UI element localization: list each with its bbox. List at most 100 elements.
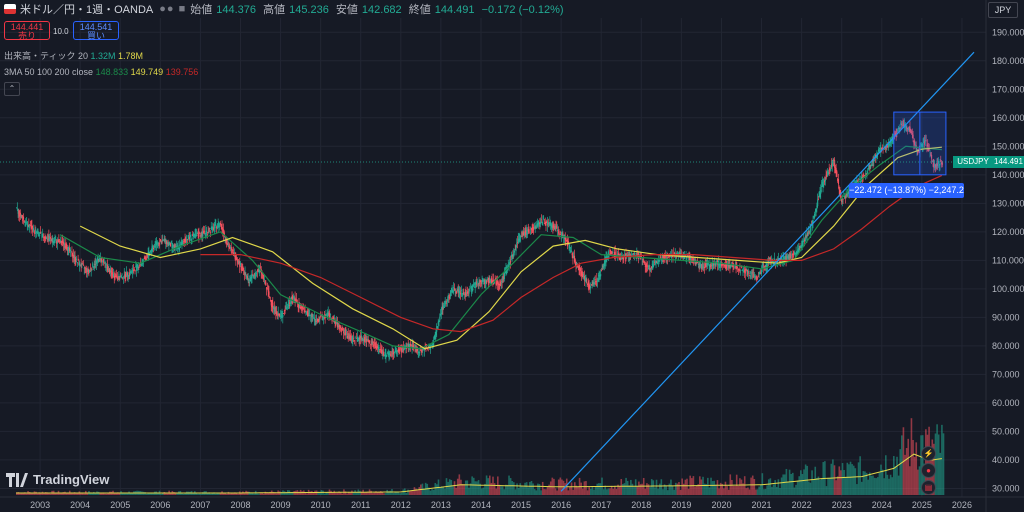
- us-flag-icon[interactable]: ▤: [921, 480, 936, 495]
- volume-bar: [684, 479, 687, 495]
- candle-body: [546, 220, 548, 223]
- candle-body: [701, 263, 703, 269]
- volume-bar: [843, 469, 845, 495]
- candle-body: [322, 317, 324, 320]
- volume-bar: [591, 486, 594, 495]
- candle-body: [221, 223, 223, 230]
- currency-selector[interactable]: JPY: [988, 2, 1018, 18]
- candle-body: [199, 233, 201, 234]
- candle-body: [19, 212, 21, 216]
- candle-body: [750, 274, 753, 276]
- candle-body: [444, 300, 446, 307]
- candle-body: [582, 273, 584, 278]
- candle-body: [109, 269, 111, 274]
- sell-button[interactable]: 144.441 売り: [4, 21, 50, 41]
- volume-bar: [549, 481, 552, 495]
- volume-bar: [522, 486, 525, 495]
- candle-body: [529, 232, 531, 234]
- candle-body: [686, 256, 688, 260]
- candle-body: [731, 265, 733, 267]
- open-label: 始値: [190, 4, 213, 16]
- volume-bar: [301, 491, 304, 495]
- candle-body: [742, 270, 744, 272]
- candle-body: [395, 350, 397, 353]
- candle-body: [668, 256, 670, 258]
- candle-body: [724, 264, 726, 266]
- candle-body: [545, 221, 547, 226]
- candle-body: [811, 220, 813, 226]
- candle-body: [207, 231, 209, 233]
- candle-body: [463, 292, 465, 294]
- candle-body: [291, 296, 293, 299]
- candle-body: [530, 228, 532, 231]
- candle-body: [26, 221, 28, 226]
- volume-bar: [763, 489, 765, 495]
- candle-body: [157, 242, 159, 245]
- candle-body: [159, 243, 161, 245]
- candle-body: [757, 275, 759, 277]
- candle-body: [471, 286, 473, 291]
- buy-button[interactable]: 144.541 買い: [73, 21, 119, 41]
- volume-bar: [742, 483, 744, 495]
- volume-bar: [498, 484, 501, 495]
- event-icon[interactable]: ●: [921, 463, 936, 478]
- candle-body: [697, 263, 699, 266]
- candle-body: [298, 302, 300, 308]
- candle-body: [759, 272, 761, 275]
- candle-body: [70, 251, 72, 253]
- symbol-title[interactable]: 米ドル／円・1週・OANDA: [20, 4, 154, 16]
- candle-body: [572, 255, 574, 259]
- candle-body: [240, 266, 242, 270]
- volume-bar: [256, 493, 259, 495]
- candle-body: [814, 213, 816, 218]
- volume-bar: [633, 486, 635, 495]
- volume-bar: [476, 481, 478, 495]
- ma100-line: [79, 146, 942, 350]
- candle-body: [458, 290, 460, 293]
- volume-bar: [251, 492, 254, 495]
- buy-price: 144.541: [79, 22, 113, 32]
- x-tick-label: 2016: [551, 500, 571, 510]
- candle-body: [435, 331, 437, 336]
- y-tick-label: 100.000: [992, 284, 1024, 294]
- volume-indicator-legend[interactable]: 出来高・ティック 20 1.32M 1.78M: [4, 49, 143, 62]
- candle-body: [228, 247, 230, 249]
- collapse-legend-button[interactable]: ⌃: [4, 82, 20, 96]
- candle-body: [844, 195, 846, 199]
- candle-body: [340, 328, 342, 333]
- volume-bar: [461, 484, 464, 495]
- ma-indicator-legend[interactable]: 3MA 50 100 200 close 148.833 149.749 139…: [4, 67, 198, 77]
- candle-body: [735, 265, 737, 269]
- volume-bar: [195, 493, 198, 495]
- candle-body: [647, 268, 649, 270]
- candle-body: [132, 269, 134, 275]
- candle-body: [556, 226, 558, 228]
- candle-body: [881, 147, 883, 149]
- candle-body: [193, 233, 195, 237]
- volume-bar: [594, 487, 597, 495]
- candle-body: [119, 276, 122, 278]
- candle-body: [162, 240, 164, 241]
- candle-body: [832, 159, 834, 162]
- candle-body: [516, 242, 518, 245]
- lightning-icon[interactable]: ⚡: [921, 446, 936, 461]
- candle-body: [557, 229, 559, 231]
- market-status-dots-icon[interactable]: ●● ■: [159, 3, 187, 15]
- candle-body: [96, 258, 98, 262]
- volume-bar: [787, 481, 789, 495]
- candle-body: [528, 229, 530, 233]
- candle-body: [658, 260, 660, 262]
- volume-bar: [870, 475, 873, 495]
- candle-body: [814, 211, 816, 212]
- volume-bar: [734, 485, 736, 495]
- candle-body: [239, 263, 242, 266]
- volume-bar: [503, 489, 506, 495]
- candle-body: [797, 249, 799, 254]
- volume-bar: [275, 493, 278, 495]
- candle-body: [905, 125, 907, 128]
- candle-body: [112, 271, 114, 277]
- candle-body: [26, 222, 28, 224]
- volume-bar: [541, 481, 544, 495]
- volume-bar: [218, 493, 220, 495]
